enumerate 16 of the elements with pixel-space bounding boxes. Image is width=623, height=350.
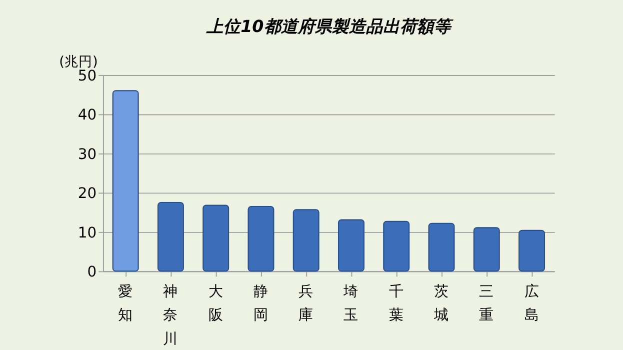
x-tick-label: 愛知 bbox=[118, 283, 134, 324]
x-tick-label: 三重 bbox=[479, 283, 494, 324]
x-tick-label: 埼玉 bbox=[342, 283, 359, 324]
chart-title: 上位10都道府県製造品出荷額等 bbox=[206, 16, 454, 36]
y-tick-label: 40 bbox=[78, 106, 97, 124]
x-tick-label: 兵庫 bbox=[298, 283, 314, 324]
y-tick-label: 20 bbox=[78, 185, 97, 202]
x-tick-label: 広島 bbox=[524, 283, 540, 324]
x-tick-label: 静岡 bbox=[253, 283, 268, 324]
x-tick-label: 茨城 bbox=[432, 283, 449, 324]
y-tick-label: 30 bbox=[78, 146, 97, 163]
x-tick-label: 神奈川 bbox=[163, 283, 178, 348]
y-tick-label: 0 bbox=[87, 264, 97, 281]
x-tick-label: 大阪 bbox=[208, 283, 224, 324]
x-tick-label: 千葉 bbox=[388, 283, 404, 324]
y-tick-label: 10 bbox=[78, 224, 97, 242]
